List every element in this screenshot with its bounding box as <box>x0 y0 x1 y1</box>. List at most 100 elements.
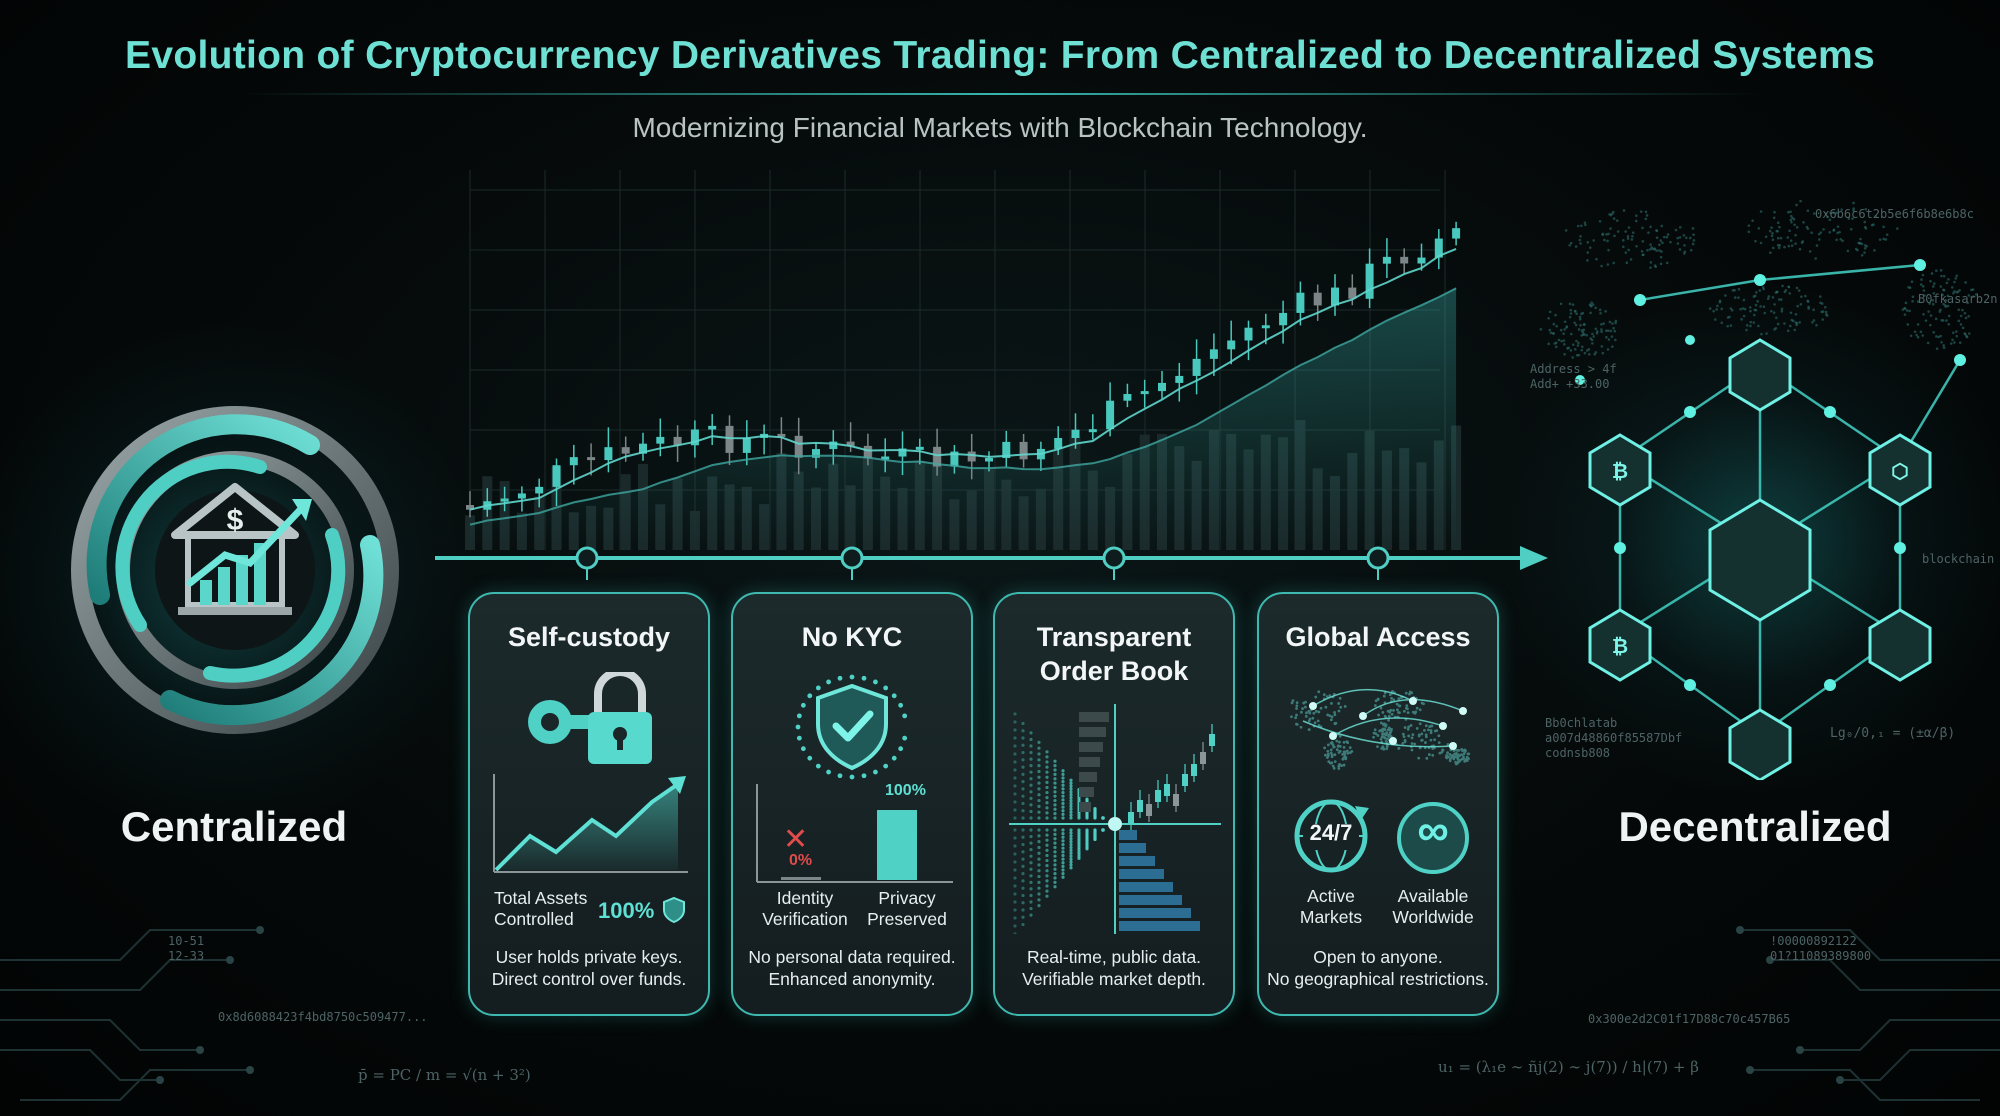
key-lock-icon <box>528 672 652 764</box>
kyc-bar <box>781 877 821 880</box>
candlestick <box>517 493 526 499</box>
candlestick <box>950 451 959 467</box>
timeline-node <box>840 546 864 570</box>
candlestick <box>1400 256 1409 264</box>
title-divider <box>240 93 1760 95</box>
decor-hash: 0x6b6c6t2b5e6f6b8e6b8c <box>1815 207 1974 221</box>
candlestick <box>933 446 942 467</box>
decor-small: 10-51 12-33 <box>168 934 204 964</box>
decor-line: a007d48860f85587Dbf <box>1545 731 1683 745</box>
candlestick <box>1313 292 1322 306</box>
decor-formula: p̄ = PC / m = √(n + 3²) <box>358 1066 531 1084</box>
decor-small: !00000892122 01?11089389800 <box>1770 934 1871 964</box>
bar-label-line: Preserved <box>867 909 947 929</box>
candlestick <box>1054 438 1063 449</box>
candlestick <box>621 447 630 454</box>
stat-label-line: Total Assets <box>494 888 588 908</box>
decor-formula: u₁ = (λ₁e ∼ ñj(2) ∼ j(7)) / h|(7) + β <box>1438 1058 1699 1076</box>
candlestick <box>639 443 647 454</box>
candlestick <box>1123 394 1132 401</box>
card-title: Transparent Order Book <box>995 620 1233 688</box>
centralized-label: Centralized <box>120 803 348 850</box>
candlestick <box>1261 325 1270 329</box>
world-map-icon <box>1290 688 1471 770</box>
candlestick <box>1175 375 1184 383</box>
card-no-kyc: No KYC ✕ 0% 100% Identity Verification P… <box>731 592 973 1016</box>
candlestick <box>1348 287 1357 299</box>
candlestick <box>1019 441 1028 460</box>
candlestick <box>777 433 786 437</box>
decor-hash-block: Bb0chlatab a007d48860f85587Dbf codnsb808 <box>1545 716 1682 761</box>
decor-hash: 0x300e2d2C01f17D88c70c457B65 <box>1588 1012 1791 1026</box>
candlestick <box>898 448 907 457</box>
shield-check-icon <box>795 674 908 780</box>
badge-label-line: Active <box>1307 886 1355 906</box>
card-self-custody: Self-custody Total Assets Controlled 100… <box>468 592 710 1016</box>
desc-line: Direct control over funds. <box>491 969 687 989</box>
candlestick <box>742 437 751 453</box>
decor-line: Bb0chlatab <box>1545 716 1618 730</box>
card-title: Global Access <box>1285 622 1471 652</box>
candlestick <box>863 445 872 459</box>
decor-line: 10-51 <box>168 934 205 948</box>
kyc-bar <box>877 810 917 880</box>
candlestick <box>967 451 976 462</box>
timeline-node <box>575 546 599 570</box>
candlestick <box>1209 349 1218 359</box>
growth-chart-icon <box>493 774 688 873</box>
card-title: No KYC <box>801 622 903 652</box>
svg-text:₿: ₿ <box>1612 636 1628 658</box>
candlestick <box>552 465 561 487</box>
candlestick <box>915 446 924 450</box>
card-title: Self-custody <box>507 622 671 652</box>
candlestick <box>1452 228 1461 239</box>
decor-tag: blockchain <box>1922 552 1995 566</box>
candlestick <box>1071 429 1080 439</box>
candlestick <box>569 457 578 466</box>
candlestick <box>1002 441 1011 459</box>
timeline-node <box>1102 546 1126 570</box>
desc-line: Open to anyone. <box>1313 947 1443 967</box>
stat-value: 100% <box>598 898 655 923</box>
candlestick <box>1158 382 1166 392</box>
page-title: Evolution of Cryptocurrency Derivatives … <box>125 34 1875 77</box>
decor-line: Add+ +33.00 <box>1530 377 1610 391</box>
candlestick <box>846 441 855 446</box>
badge-label: Available Worldwide <box>1383 886 1483 928</box>
globe-cycle-icon <box>1294 799 1369 873</box>
decor-line: codnsb808 <box>1545 746 1611 760</box>
kyc-bar-chart <box>756 784 953 883</box>
badge-label: Active Markets <box>1281 886 1381 928</box>
candlestick <box>1331 287 1339 306</box>
candlestick <box>794 435 803 458</box>
shield-icon <box>663 896 685 924</box>
timeline-arrow <box>435 546 1548 580</box>
candlestick <box>500 498 509 502</box>
card-description: User holds private keys. Direct control … <box>470 946 708 990</box>
bar-value-label: 100% <box>885 782 926 799</box>
decor-address: Address > 4f Add+ +33.00 <box>1530 362 1617 392</box>
candlestick <box>829 441 838 450</box>
candlestick <box>1417 257 1426 264</box>
decor-line: 01?11089389800 <box>1770 949 1872 963</box>
candlestick <box>985 458 993 462</box>
desc-line: No personal data required. <box>748 947 956 967</box>
market-chart-graphic <box>465 170 1462 550</box>
desc-line: User holds private keys. <box>495 947 683 967</box>
badge-label-line: Markets <box>1299 907 1363 927</box>
candlestick <box>466 505 474 510</box>
circuit-traces-right <box>1736 926 2000 1101</box>
candlestick <box>656 436 665 444</box>
candlestick <box>673 436 682 446</box>
decentralized-label: Decentralized <box>1618 803 1892 850</box>
card-description: No personal data required. Enhanced anon… <box>733 946 971 990</box>
candlestick <box>1227 340 1236 350</box>
desc-line: Verifiable market depth. <box>1022 969 1206 989</box>
candlestick <box>881 456 890 460</box>
candlestick <box>1296 292 1305 313</box>
bar-value-label: 0% <box>789 852 813 869</box>
badge-value: ∞ <box>1417 806 1449 855</box>
candlestick <box>812 449 820 458</box>
candlestick <box>1279 312 1288 326</box>
circuit-traces-left <box>0 926 264 1101</box>
